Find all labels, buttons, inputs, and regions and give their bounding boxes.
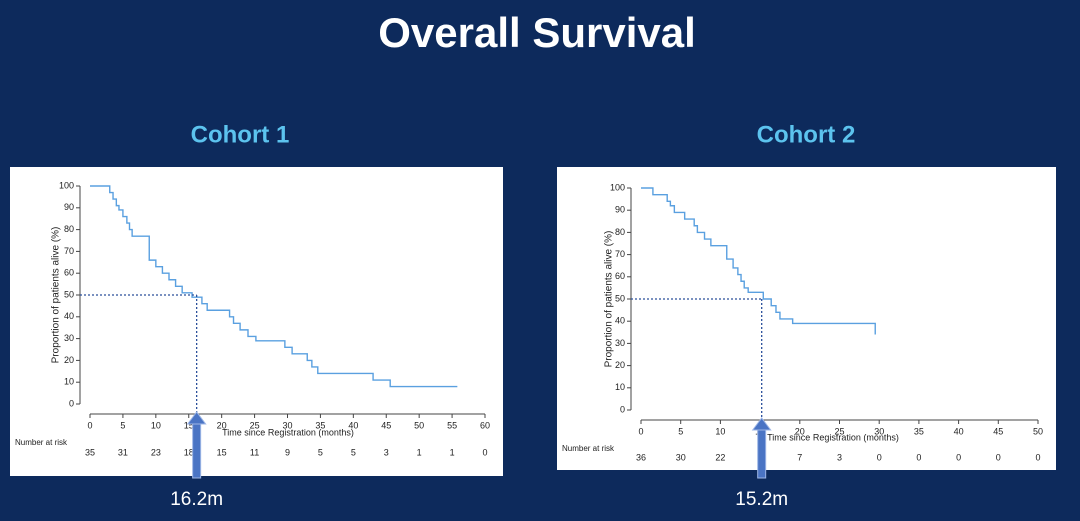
x-tick-label: 50 (414, 420, 424, 430)
x-tick-label: 30 (874, 426, 884, 436)
at-risk-count: 15 (217, 447, 227, 457)
y-tick-label: 100 (610, 182, 625, 192)
x-tick-label: 5 (678, 426, 683, 436)
at-risk-count: 3 (384, 447, 389, 457)
at-risk-count: 36 (636, 452, 646, 462)
median-arrow-head (186, 411, 207, 425)
x-tick-label: 0 (87, 420, 92, 430)
x-tick-label: 35 (315, 420, 325, 430)
chart-panel (557, 167, 1056, 470)
x-tick-label: 25 (834, 426, 844, 436)
x-tick-label: 35 (914, 426, 924, 436)
at-risk-count: 18 (184, 447, 194, 457)
at-risk-count: 5 (351, 447, 356, 457)
x-tick-label: 55 (447, 420, 457, 430)
at-risk-count: 9 (285, 447, 290, 457)
median-label: 15.2m (735, 489, 788, 510)
y-tick-label: 0 (69, 398, 74, 408)
y-tick-label: 80 (64, 224, 74, 234)
x-tick-label: 40 (348, 420, 358, 430)
x-tick-label: 10 (715, 426, 725, 436)
y-tick-label: 60 (615, 271, 625, 281)
slide-title: Overall Survival (378, 9, 696, 56)
x-tick-label: 45 (381, 420, 391, 430)
at-risk-count: 7 (797, 452, 802, 462)
at-risk-count: 35 (85, 447, 95, 457)
at-risk-count: 0 (482, 447, 487, 457)
x-tick-label: 15 (184, 420, 194, 430)
y-tick-label: 30 (615, 338, 625, 348)
x-tick-label: 10 (151, 420, 161, 430)
y-tick-label: 10 (615, 382, 625, 392)
at-risk-count: 1 (417, 447, 422, 457)
x-axis-label: Time since Registration (months) (767, 432, 899, 442)
y-tick-label: 0 (620, 404, 625, 414)
y-tick-label: 90 (64, 202, 74, 212)
at-risk-count: 0 (956, 452, 961, 462)
y-tick-label: 40 (615, 316, 625, 326)
y-tick-label: 20 (64, 355, 74, 365)
at-risk-label: Number at risk (562, 444, 615, 453)
x-tick-label: 40 (954, 426, 964, 436)
survival-curve (641, 187, 876, 335)
x-tick-label: 20 (795, 426, 805, 436)
at-risk-count: 22 (715, 452, 725, 462)
x-tick-label: 0 (638, 426, 643, 436)
at-risk-count: 0 (1035, 452, 1040, 462)
x-tick-label: 30 (282, 420, 292, 430)
at-risk-count: 0 (996, 452, 1001, 462)
median-arrow-head (751, 417, 772, 431)
y-tick-label: 10 (64, 377, 74, 387)
at-risk-count: 1 (450, 447, 455, 457)
x-tick-label: 50 (1033, 426, 1043, 436)
at-risk-count: 0 (916, 452, 921, 462)
x-axis-label: Time since Registration (months) (222, 427, 354, 437)
chart-panel (10, 167, 503, 476)
at-risk-count: 11 (250, 447, 259, 457)
median-arrow-shaft (757, 427, 767, 479)
x-tick-label: 60 (480, 420, 490, 430)
at-risk-label: Number at risk (15, 438, 68, 447)
y-tick-label: 40 (64, 311, 74, 321)
at-risk-count: 0 (877, 452, 882, 462)
at-risk-count: 23 (151, 447, 161, 457)
at-risk-count: 30 (676, 452, 686, 462)
chart-title: Cohort 2 (757, 121, 856, 148)
y-tick-label: 100 (59, 180, 74, 190)
at-risk-count: 31 (118, 447, 128, 457)
median-arrow-shaft (192, 421, 202, 479)
x-tick-label: 45 (993, 426, 1003, 436)
at-risk-count: 5 (318, 447, 323, 457)
y-axis-label: Proportion of patients alive (%) (604, 231, 615, 368)
y-tick-label: 80 (615, 227, 625, 237)
x-tick-label: 5 (120, 420, 125, 430)
y-tick-label: 70 (64, 246, 74, 256)
chart-title: Cohort 1 (191, 121, 290, 148)
y-tick-label: 30 (64, 333, 74, 343)
at-risk-count: 3 (837, 452, 842, 462)
y-tick-label: 20 (615, 360, 625, 370)
median-label: 16.2m (170, 489, 223, 510)
y-tick-label: 70 (615, 249, 625, 259)
y-axis-label: Proportion of patients alive (%) (51, 227, 62, 364)
x-tick-label: 25 (250, 420, 260, 430)
y-tick-label: 60 (64, 268, 74, 278)
y-tick-label: 90 (615, 205, 625, 215)
y-tick-label: 50 (615, 293, 625, 303)
x-tick-label: 20 (217, 420, 227, 430)
y-tick-label: 50 (64, 289, 74, 299)
